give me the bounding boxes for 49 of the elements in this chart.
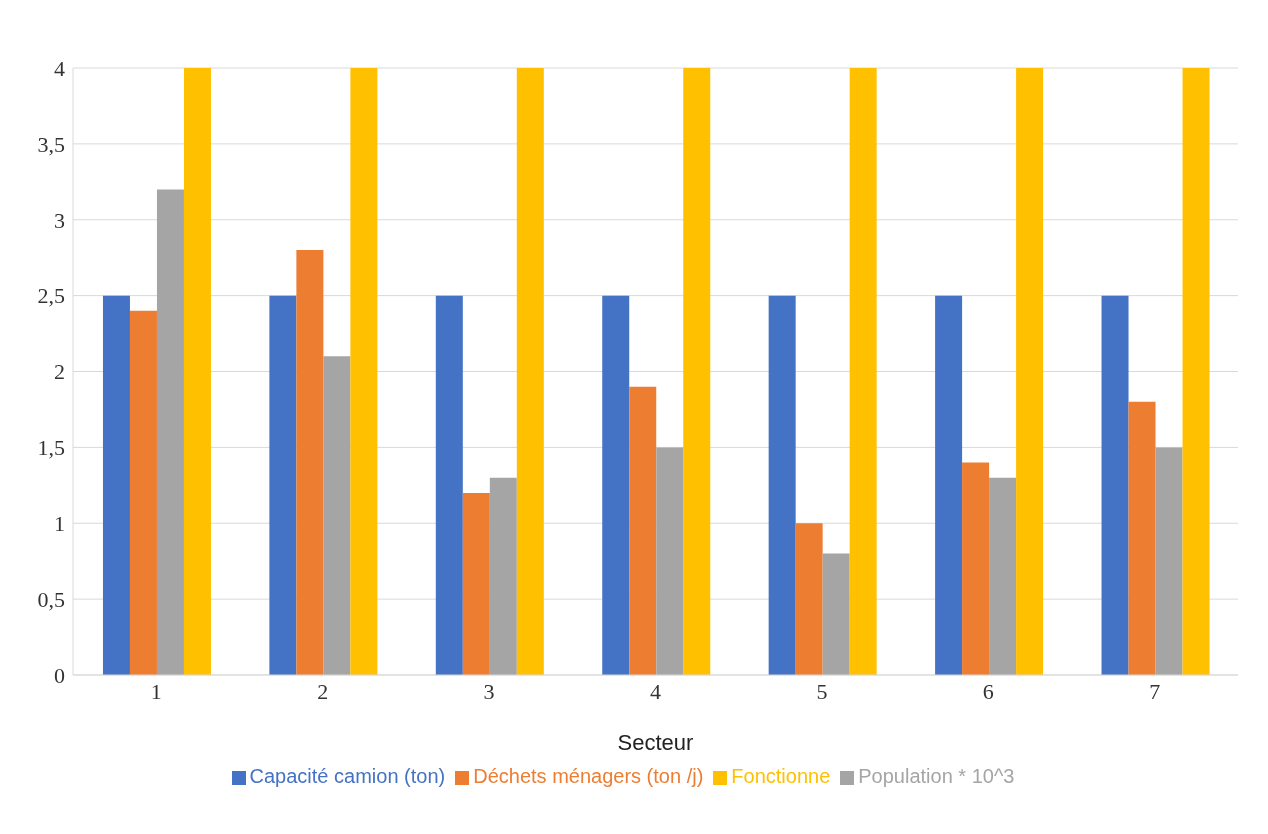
legend-label: Déchets ménagers (ton /j) xyxy=(473,765,704,787)
x-tick-label: 7 xyxy=(1149,678,1161,704)
y-tick-label: 2 xyxy=(54,359,65,385)
x-tick-label: 2 xyxy=(317,678,329,704)
bar xyxy=(269,295,297,675)
bar xyxy=(296,250,324,675)
bar xyxy=(935,295,963,675)
y-tick-label: 1,5 xyxy=(37,435,65,461)
bar xyxy=(129,310,157,675)
bar xyxy=(629,386,657,675)
bar xyxy=(822,553,850,675)
bar xyxy=(1182,68,1210,675)
x-tick-label: 6 xyxy=(982,678,994,704)
x-axis-title: Secteur xyxy=(617,730,694,755)
legend-label: Fonctionne xyxy=(731,765,831,787)
bar xyxy=(102,295,130,675)
y-tick-label: 1 xyxy=(54,511,65,537)
bar xyxy=(1101,295,1129,675)
bar xyxy=(962,462,990,675)
bar xyxy=(183,68,211,675)
x-tick-label: 5 xyxy=(816,678,828,704)
y-tick-label: 0 xyxy=(54,662,65,688)
bar xyxy=(656,447,684,675)
legend-label: Population * 10^3 xyxy=(858,765,1015,787)
bar xyxy=(795,523,823,675)
bar xyxy=(350,68,378,675)
bar xyxy=(516,68,544,675)
y-tick-label: 3,5 xyxy=(37,131,65,157)
bar xyxy=(1155,447,1183,675)
x-tick-label: 3 xyxy=(483,678,495,704)
legend-label: Capacité camion (ton) xyxy=(249,765,446,787)
bar xyxy=(683,68,711,675)
x-tick-label: 1 xyxy=(150,678,162,704)
bar xyxy=(489,477,517,675)
bar xyxy=(602,295,630,675)
y-tick-label: 2,5 xyxy=(37,283,65,309)
bar xyxy=(1128,401,1156,675)
bar xyxy=(989,477,1017,675)
bar xyxy=(462,492,490,675)
bar xyxy=(849,68,877,675)
bar xyxy=(768,295,796,675)
y-tick-label: 3 xyxy=(54,207,65,233)
bar xyxy=(1016,68,1044,675)
y-tick-label: 4 xyxy=(54,55,65,81)
bar xyxy=(435,295,463,675)
y-tick-label: 0,5 xyxy=(37,586,65,612)
bar xyxy=(323,356,351,675)
x-tick-label: 4 xyxy=(650,678,661,704)
bar xyxy=(156,189,184,675)
